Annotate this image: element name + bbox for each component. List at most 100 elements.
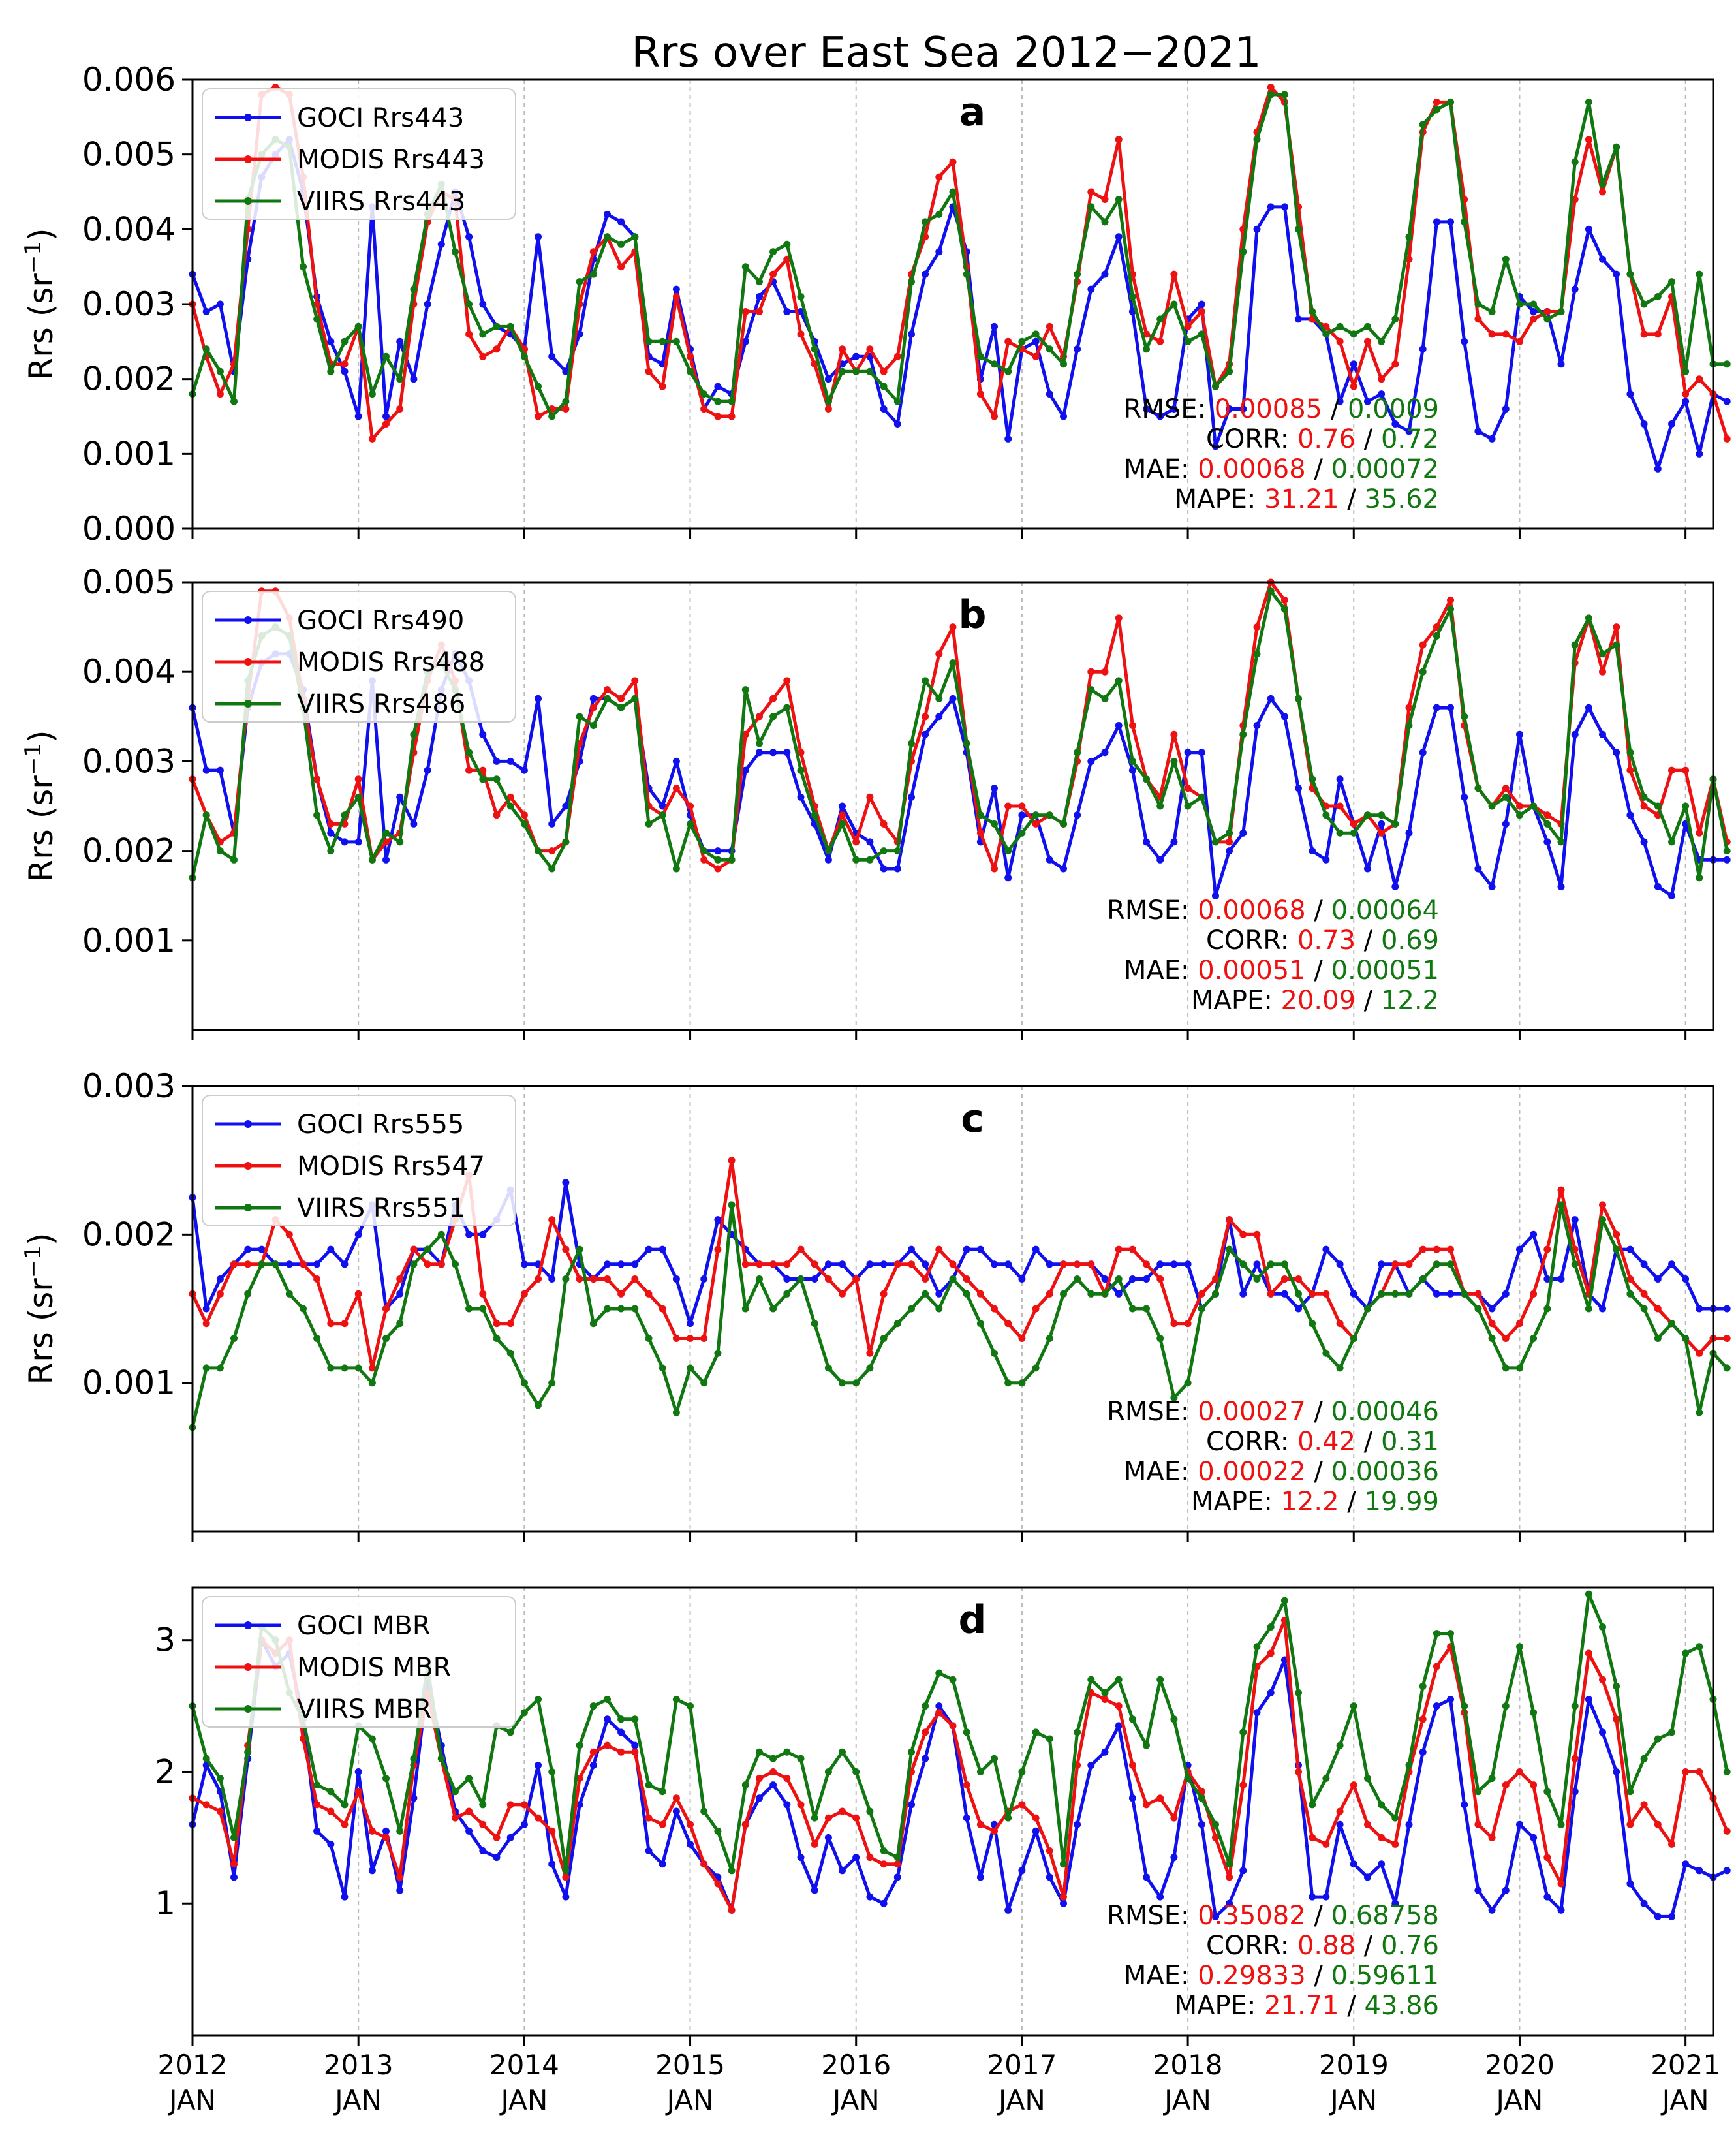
data-point	[1004, 1814, 1012, 1822]
data-point	[922, 1755, 929, 1762]
data-point	[769, 248, 777, 256]
data-point	[313, 1781, 321, 1789]
data-point	[797, 1245, 805, 1253]
data-point	[1032, 1364, 1040, 1372]
data-point	[949, 695, 957, 702]
data-point	[935, 695, 943, 702]
legend: GOCI Rrs443 MODIS Rrs443 VIIRS Rrs443	[202, 88, 516, 220]
data-point	[1585, 704, 1592, 711]
y-tick-label: 0.004	[82, 653, 176, 691]
data-point	[1212, 1913, 1219, 1920]
data-point	[1474, 1305, 1482, 1313]
data-point	[1654, 293, 1662, 300]
data-point	[645, 367, 653, 375]
data-point	[991, 1260, 998, 1268]
data-point	[230, 1860, 238, 1868]
data-point	[230, 856, 238, 864]
data-point	[1474, 300, 1482, 308]
data-point	[1143, 1305, 1150, 1313]
data-point	[479, 330, 487, 338]
data-point	[908, 1260, 915, 1268]
data-point	[631, 233, 639, 241]
data-point	[1571, 641, 1579, 649]
data-point	[1170, 838, 1178, 846]
data-point	[1239, 1781, 1247, 1789]
data-point	[327, 829, 335, 837]
data-point	[963, 1275, 970, 1283]
data-point	[824, 1814, 832, 1822]
stat-corr: CORR: 0.76 / 0.72	[1206, 424, 1439, 454]
data-point	[991, 360, 998, 368]
data-point	[1074, 270, 1081, 278]
data-point	[783, 1801, 791, 1809]
data-point	[1322, 856, 1330, 864]
data-point	[714, 1349, 722, 1357]
data-point	[562, 1245, 570, 1253]
data-point	[589, 695, 597, 702]
data-point	[1004, 1260, 1012, 1268]
data-point	[1654, 330, 1662, 338]
data-point	[1488, 1834, 1496, 1841]
data-point	[1032, 352, 1040, 360]
data-point	[589, 1761, 597, 1769]
data-point	[465, 1230, 473, 1238]
data-point	[728, 1157, 736, 1164]
data-point	[741, 1260, 749, 1268]
data-point	[1461, 218, 1468, 226]
data-point	[396, 1873, 404, 1881]
data-point	[1280, 596, 1288, 604]
data-point	[1115, 1722, 1123, 1730]
data-point	[327, 1245, 335, 1253]
data-point	[1280, 713, 1288, 721]
data-point	[714, 383, 722, 390]
data-point	[908, 1305, 915, 1313]
data-point	[1557, 360, 1565, 368]
data-point	[1419, 1275, 1427, 1283]
data-point	[1336, 1741, 1344, 1749]
data-point	[368, 856, 376, 864]
data-point	[341, 360, 349, 368]
data-point	[991, 865, 998, 873]
data-point	[1004, 874, 1012, 882]
data-point	[1239, 1260, 1247, 1268]
data-point	[1461, 793, 1468, 801]
data-point	[520, 811, 528, 819]
data-point	[756, 1748, 763, 1756]
data-point	[1447, 1290, 1454, 1298]
data-point	[769, 1260, 777, 1268]
data-point	[893, 1854, 901, 1862]
data-point	[1640, 330, 1648, 338]
data-point	[1723, 1867, 1731, 1875]
data-point	[1405, 1820, 1413, 1828]
data-point	[935, 1245, 943, 1253]
data-point	[852, 838, 860, 846]
data-point	[1018, 802, 1026, 810]
data-point	[1502, 1364, 1510, 1372]
data-point	[1364, 1873, 1371, 1881]
data-point	[797, 793, 805, 801]
data-point	[824, 1260, 832, 1268]
data-point	[1212, 1834, 1219, 1841]
data-point	[1156, 315, 1164, 323]
data-point	[824, 1768, 832, 1775]
data-point	[714, 413, 722, 420]
data-point	[202, 1801, 210, 1809]
data-point	[935, 713, 943, 721]
data-point	[244, 1748, 252, 1756]
data-point	[1309, 1893, 1316, 1901]
data-point	[327, 1807, 335, 1815]
data-point	[1087, 203, 1095, 211]
data-point	[991, 1349, 998, 1357]
data-point	[1474, 315, 1482, 323]
data-point	[1488, 1775, 1496, 1783]
data-point	[1378, 811, 1386, 819]
stat-mae: MAE: 0.00068 / 0.00072	[1124, 454, 1439, 484]
data-point	[880, 1290, 888, 1298]
data-point	[811, 345, 818, 353]
data-point	[230, 1873, 238, 1881]
data-point	[976, 829, 984, 837]
data-point	[1267, 1290, 1275, 1298]
data-point	[1087, 188, 1095, 196]
data-point	[672, 785, 680, 792]
data-point	[769, 1768, 777, 1775]
